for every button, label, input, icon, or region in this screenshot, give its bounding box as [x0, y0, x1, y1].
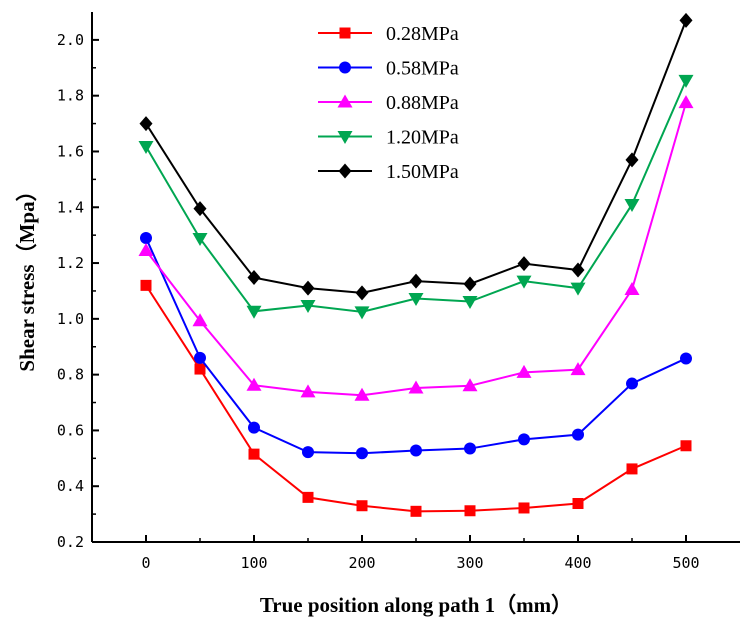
y-tick-label: 1.8	[57, 87, 84, 105]
axes: 0.2 0.4 0.6 0.8 1.0 1.2 1.4 1.6 1.8 2.0 0 100 200 300…	[57, 12, 740, 572]
data-point	[462, 296, 478, 310]
data-point	[626, 377, 638, 390]
legend-label: 1.20MPa	[386, 127, 459, 149]
legend-marker	[338, 163, 352, 179]
data-point	[354, 306, 370, 320]
data-point	[356, 500, 368, 512]
data-point	[248, 448, 260, 460]
data-point	[680, 440, 692, 452]
series-0-28MPa	[140, 279, 692, 517]
data-point	[138, 140, 154, 154]
data-point	[302, 491, 314, 503]
data-point	[626, 463, 638, 475]
legend: 0.28MPa 0.58MPa 0.88MPa 1.20MPa 1.50MPa	[318, 23, 459, 183]
series-1-50MPa	[139, 12, 693, 301]
legend-entry: 0.28MPa	[318, 23, 459, 45]
data-point	[570, 282, 586, 296]
data-point	[194, 351, 206, 364]
data-point	[516, 364, 532, 378]
legend-label: 1.50MPa	[386, 161, 459, 183]
data-point	[140, 231, 152, 244]
data-point	[355, 285, 369, 301]
data-point	[300, 299, 316, 313]
x-tick-label: 200	[348, 554, 375, 572]
data-point	[518, 502, 530, 514]
data-point	[624, 282, 640, 296]
y-tick-label: 0.8	[57, 366, 84, 384]
data-point	[518, 433, 530, 446]
data-point	[463, 276, 477, 292]
y-tick-label: 0.2	[57, 533, 84, 551]
legend-marker	[339, 61, 351, 74]
series-layer	[138, 12, 694, 517]
y-axis-title: Shear stress（Mpa）	[15, 180, 39, 371]
x-tick-label: 0	[141, 554, 150, 572]
data-point	[138, 243, 154, 256]
data-point	[572, 428, 584, 441]
x-axis-title: True position along path 1（mm）	[260, 593, 572, 617]
data-point	[248, 421, 260, 434]
legend-entry: 1.50MPa	[318, 161, 459, 183]
y-tick-label: 0.6	[57, 421, 84, 439]
data-point	[410, 444, 422, 457]
data-point	[572, 498, 584, 510]
x-tick-label: 300	[456, 554, 483, 572]
data-point	[464, 505, 476, 517]
data-point	[301, 280, 315, 296]
legend-marker	[339, 27, 351, 39]
data-point	[680, 352, 692, 365]
series-line	[145, 237, 687, 455]
legend-label: 0.88MPa	[386, 92, 459, 114]
legend-entry: 0.58MPa	[318, 58, 459, 80]
data-point	[625, 152, 639, 168]
series-0-58MPa	[140, 231, 692, 460]
data-point	[678, 74, 694, 88]
data-point	[409, 273, 423, 289]
data-point	[464, 442, 476, 455]
series-1-20MPa	[138, 74, 694, 320]
series-0-88MPa	[138, 95, 694, 401]
data-point	[139, 116, 153, 132]
legend-entry: 1.20MPa	[318, 127, 459, 149]
data-point	[410, 505, 422, 517]
y-tick-label: 1.6	[57, 142, 84, 160]
y-tick-label: 1.0	[57, 310, 84, 328]
legend-entry: 0.88MPa	[318, 92, 459, 114]
data-point	[192, 313, 208, 327]
y-tick-label: 1.2	[57, 254, 84, 272]
data-point	[408, 380, 424, 394]
data-point	[462, 378, 478, 392]
data-point	[300, 384, 316, 398]
legend-label: 0.28MPa	[386, 23, 459, 45]
data-point	[246, 305, 262, 319]
legend-label: 0.58MPa	[386, 58, 459, 80]
data-point	[679, 12, 693, 28]
legend-marker	[337, 131, 353, 144]
data-point	[140, 279, 152, 291]
data-point	[571, 262, 585, 278]
legend-marker	[337, 94, 353, 108]
series-line	[145, 284, 687, 513]
data-point	[192, 233, 208, 247]
x-tick-label: 100	[240, 554, 267, 572]
data-point	[302, 446, 314, 459]
data-point	[624, 198, 640, 212]
data-point	[193, 201, 207, 217]
data-point	[408, 292, 424, 306]
x-tick-label: 500	[672, 554, 699, 572]
x-tick-label: 400	[564, 554, 591, 572]
data-point	[356, 447, 368, 460]
data-point	[570, 362, 586, 376]
y-tick-label: 1.4	[57, 198, 84, 216]
data-point	[678, 95, 694, 109]
data-point	[194, 363, 206, 375]
data-point	[516, 275, 532, 289]
data-point	[354, 387, 370, 401]
y-tick-label: 0.4	[57, 477, 84, 495]
y-tick-label: 2.0	[57, 31, 84, 49]
data-point	[246, 377, 262, 391]
data-point	[247, 270, 261, 286]
data-point	[517, 256, 531, 272]
